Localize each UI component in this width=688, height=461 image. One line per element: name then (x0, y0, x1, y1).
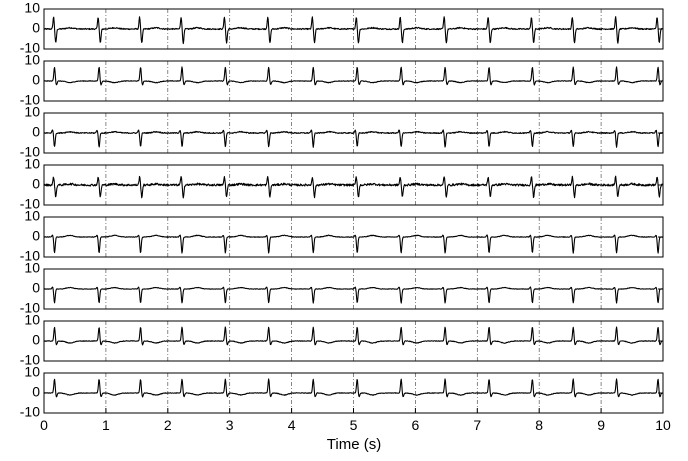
y-tick-label: 0 (32, 280, 40, 296)
x-tick-label: 7 (473, 417, 481, 433)
y-tick-label: -10 (20, 248, 40, 264)
y-tick-label: 0 (32, 72, 40, 88)
x-tick-label: 10 (655, 417, 671, 433)
panel-3: 10 0 -10 (20, 104, 664, 160)
y-tick-label: -10 (20, 40, 40, 56)
panel-2: 10 0 -10 (20, 52, 664, 108)
y-tick-label: 0 (32, 124, 40, 140)
x-tick-label: 6 (412, 417, 420, 433)
y-tick-label: 0 (32, 332, 40, 348)
signal-trace (43, 326, 664, 346)
x-tick-label: 2 (164, 417, 172, 433)
signal-trace (43, 129, 664, 148)
x-tick-label: 1 (102, 417, 110, 433)
y-tick-label: 0 (32, 20, 40, 36)
x-tick-label: 8 (535, 417, 543, 433)
x-tick-label: 5 (350, 417, 358, 433)
y-tick-label: -10 (20, 404, 40, 420)
signal-trace (43, 286, 664, 304)
x-axis-label: Time (s) (327, 436, 381, 453)
signal-trace (43, 175, 664, 199)
panel-6: 10 0 -10 (20, 260, 664, 316)
x-tick-label: 0 (40, 417, 48, 433)
x-tick-label: 3 (226, 417, 234, 433)
y-tick-label: 0 (32, 228, 40, 244)
y-tick-label: 10 (24, 208, 40, 224)
y-tick-label: 10 (24, 364, 40, 380)
y-tick-label: 10 (24, 52, 40, 68)
panel-5: 10 0 -10 (20, 208, 664, 264)
y-tick-label: 10 (24, 312, 40, 328)
y-tick-label: 10 (24, 156, 40, 172)
x-tick-label: 4 (288, 417, 296, 433)
panels-layer: 100-10100-10100-10100-10100-10100-10100-… (20, 0, 664, 420)
panel-8: 10 0 -10 (20, 364, 664, 420)
x-tick-label: 9 (597, 417, 605, 433)
y-tick-label: -10 (20, 300, 40, 316)
y-tick-label: -10 (20, 196, 40, 212)
panel-1: 10 0 -10 (20, 0, 664, 56)
y-tick-label: -10 (20, 352, 40, 368)
y-tick-label: -10 (20, 144, 40, 160)
signal-trace (43, 16, 664, 45)
y-tick-label: -10 (20, 92, 40, 108)
signal-trace (43, 378, 664, 398)
y-tick-label: 10 (24, 104, 40, 120)
signal-trace (43, 66, 664, 86)
y-tick-label: 0 (32, 176, 40, 192)
y-tick-label: 10 (24, 0, 40, 16)
y-tick-label: 0 (32, 384, 40, 400)
panel-7: 10 0 -10 (20, 312, 664, 368)
y-tick-label: 10 (24, 260, 40, 276)
x-axis: 0 1 2 3 4 5 6 7 8 9 10 (40, 408, 671, 433)
panel-4: 10 0 -10 (20, 156, 664, 212)
signal-trace (43, 234, 664, 254)
